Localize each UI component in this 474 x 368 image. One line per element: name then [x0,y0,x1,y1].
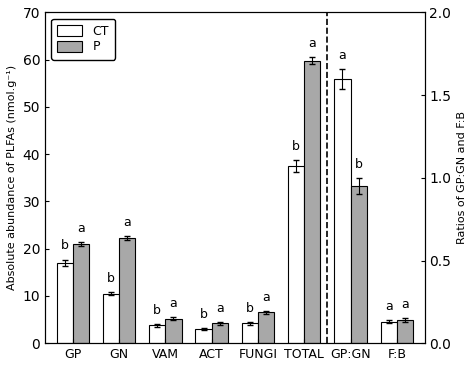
Text: b: b [355,158,363,171]
Text: a: a [170,297,177,310]
Text: b: b [246,302,254,315]
Text: a: a [262,290,270,304]
Text: a: a [401,298,409,311]
Bar [165,319,182,343]
Bar [212,323,228,343]
Text: a: a [123,216,131,229]
Text: a: a [338,49,346,61]
Bar [288,166,304,343]
Bar [119,238,135,343]
Text: a: a [77,222,85,235]
Bar [351,186,367,343]
Bar [73,244,89,343]
Text: a: a [309,37,316,50]
Bar [381,322,397,343]
Legend: CT, P: CT, P [51,19,115,60]
Text: a: a [216,302,224,315]
Bar [334,79,351,343]
Bar [56,263,73,343]
Bar [242,323,258,343]
Bar [149,325,165,343]
Bar [258,312,274,343]
Bar [195,329,212,343]
Text: a: a [385,300,392,313]
Bar [304,61,320,343]
Bar [397,320,413,343]
Text: b: b [292,140,300,153]
Text: b: b [153,304,161,317]
Text: b: b [200,308,208,321]
Text: b: b [107,272,115,285]
Text: b: b [61,240,69,252]
Y-axis label: Absolute abundance of PLFAs (nmol.g⁻¹): Absolute abundance of PLFAs (nmol.g⁻¹) [7,65,17,290]
Bar [103,294,119,343]
Y-axis label: Ratios of GP:GN and F:B: Ratios of GP:GN and F:B [457,111,467,244]
